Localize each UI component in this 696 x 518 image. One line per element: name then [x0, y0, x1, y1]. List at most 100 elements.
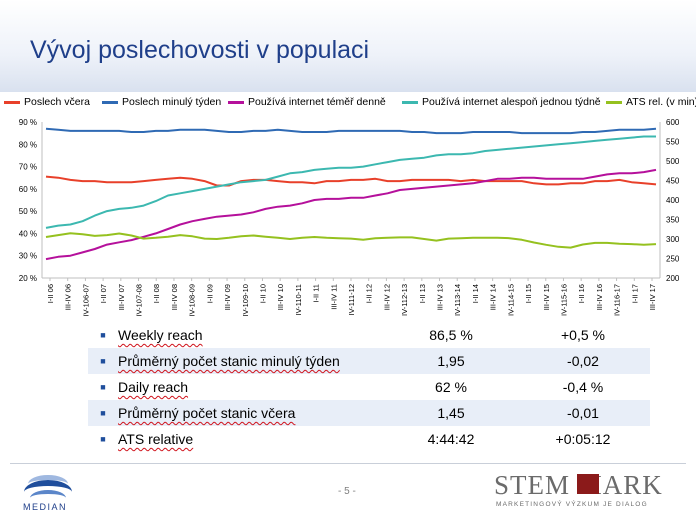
page-title: Vývoj poslechovosti v populaci	[30, 36, 370, 64]
x-tick-label: I-II 08	[152, 284, 161, 303]
y-right-tick-label: 550	[666, 138, 680, 147]
summary-change: +0,5 %	[561, 327, 605, 343]
summary-row: ■ ATS relative 4:44:42 +0:05:12	[88, 426, 650, 452]
x-tick-label: I-II 09	[205, 284, 214, 303]
chart-legend: Poslech včera Poslech minulý týden Použí…	[4, 96, 696, 112]
x-tick-label: IV-112-13	[400, 284, 409, 316]
x-tick-label: IV-108-09	[188, 284, 197, 317]
summary-value: 1,95	[386, 348, 516, 374]
summary-table: ■ Weekly reach 86,5 % +0,5 % ■ Průměrný …	[88, 322, 650, 452]
x-tick-label: I-II 17	[630, 284, 639, 303]
legend-label: Poslech včera	[24, 96, 90, 108]
legend-label: Poslech minulý týden	[122, 96, 222, 108]
x-tick-label: III-IV 16	[595, 284, 604, 310]
x-tick-label: III-IV 07	[117, 284, 126, 310]
x-tick-label: IV-115-16	[559, 284, 568, 316]
legend-swatch	[228, 100, 244, 104]
page-number: - 5 -	[338, 486, 356, 497]
line-chart: 20 % 30 % 40 % 50 % 60 % 70 % 80 % 90 % 200 250 30…	[19, 118, 680, 317]
y-left-tick-label: 40 %	[19, 229, 37, 238]
summary-label: ATS relative	[118, 431, 194, 447]
legend-swatch	[606, 100, 622, 104]
legend-label: Používá internet alespoň jednou týdně	[422, 96, 601, 108]
y-left-tick-label: 50 %	[19, 207, 37, 216]
summary-value: 86,5 %	[429, 327, 473, 343]
legend-item-poslech-vcera: Poslech včera	[4, 96, 90, 108]
legend-item-internet-tydne: Používá internet alespoň jednou týdně	[402, 96, 601, 108]
summary-row: ■ Průměrný počet stanic včera 1,45 -0,01	[88, 400, 650, 426]
x-tick-label: IV-113-14	[453, 284, 462, 316]
median-logo	[24, 475, 72, 498]
x-tick-label: III-IV 06	[64, 284, 73, 310]
summary-label: Průměrný počet stanic včera	[118, 405, 296, 421]
summary-row: ■ Weekly reach 86,5 % +0,5 %	[88, 322, 650, 348]
legend-item-ats: ATS rel. (v min)	[606, 96, 696, 108]
x-tick-label: IV-116-17	[613, 284, 622, 316]
y-right-tick-label: 400	[666, 196, 680, 205]
summary-value: 4:44:42	[427, 431, 475, 447]
y-left-tick-label: 60 %	[19, 185, 37, 194]
x-tick-label: III-IV 12	[382, 284, 391, 310]
y-left-tick-label: 30 %	[19, 252, 37, 261]
x-tick-label: I-II 10	[258, 284, 267, 303]
x-tick-label: I-II 16	[577, 284, 586, 303]
stem-tagline: MARKETINGOVÝ VÝZKUM JE DIALOG	[496, 501, 648, 508]
summary-change: +0:05:12	[555, 431, 611, 447]
summary-change: -0,4 %	[562, 379, 604, 395]
y-left-tick-label: 20 %	[19, 274, 37, 283]
series-line-ats-rel-v-min-	[45, 232, 657, 249]
legend-label: Používá internet téměř denně	[248, 96, 386, 108]
bullet-icon: ■	[100, 382, 106, 392]
x-tick-label: III-IV 15	[542, 284, 551, 310]
series-line-poslech-v-era	[45, 175, 657, 187]
x-tick-label: I-II 06	[46, 284, 55, 303]
y-right-tick-label: 500	[666, 157, 680, 166]
x-tick-label: III-IV 13	[436, 284, 445, 310]
median-logo-text: MEDIAN	[23, 502, 68, 512]
x-tick-label: III-IV 11	[329, 284, 338, 310]
legend-swatch	[102, 100, 118, 104]
summary-row: ■ Průměrný počet stanic minulý týden 1,9…	[88, 348, 650, 374]
x-tick-label: IV-111-12	[347, 284, 356, 315]
y-right-tick-label: 200	[666, 274, 680, 283]
x-tick-label: III-IV 14	[489, 284, 498, 310]
stem-mark-icon	[577, 474, 599, 494]
legend-label: ATS rel. (v min)	[626, 96, 696, 108]
x-tick-label: III-IV 17	[648, 284, 657, 310]
y-right-tick-label: 600	[666, 118, 680, 127]
legend-item-poslech-minuly-tyden: Poslech minulý týden	[102, 96, 221, 108]
x-tick-label: I-II 14	[471, 284, 480, 303]
y-left-tick-label: 70 %	[19, 163, 37, 172]
header-band	[0, 0, 696, 92]
footer-divider	[10, 463, 686, 464]
legend-swatch	[4, 100, 20, 104]
x-tick-label: I-II 11	[312, 284, 321, 303]
bullet-icon: ■	[88, 400, 118, 426]
summary-label: Weekly reach	[118, 327, 203, 343]
x-tick-label: IV-114-15	[506, 284, 515, 316]
bullet-icon: ■	[88, 348, 118, 374]
bullet-icon: ■	[100, 330, 106, 340]
series-line-pou-v-internet-t-m-denn-	[45, 168, 657, 261]
x-tick-label: IV-107-08	[135, 284, 144, 317]
x-tick-label: III-IV 09	[223, 284, 232, 310]
x-tick-label: III-IV 10	[276, 284, 285, 310]
series-line-poslech-minul-t-den	[45, 127, 657, 135]
x-tick-label: I-II 07	[99, 284, 108, 303]
summary-change: -0,02	[516, 348, 650, 374]
summary-row: ■ Daily reach 62 % -0,4 %	[88, 374, 650, 400]
x-tick-label: I-II 12	[365, 284, 374, 303]
summary-value: 62 %	[435, 379, 467, 395]
x-tick-label: I-II 15	[524, 284, 533, 303]
x-tick-label: III-IV 08	[170, 284, 179, 310]
x-tick-label: IV-110-11	[294, 284, 303, 315]
y-right-tick-label: 300	[666, 235, 680, 244]
summary-change: -0,01	[516, 400, 650, 426]
x-tick-label: IV-109-10	[241, 284, 250, 317]
y-left-tick-label: 80 %	[19, 140, 37, 149]
y-right-tick-label: 350	[666, 216, 680, 225]
series-line-pou-v-internet-alespo-jednou-t-dn-	[45, 135, 656, 229]
bullet-icon: ■	[100, 434, 106, 444]
y-right-tick-label: 250	[666, 255, 680, 264]
legend-item-internet-denne: Používá internet téměř denně	[228, 96, 386, 108]
